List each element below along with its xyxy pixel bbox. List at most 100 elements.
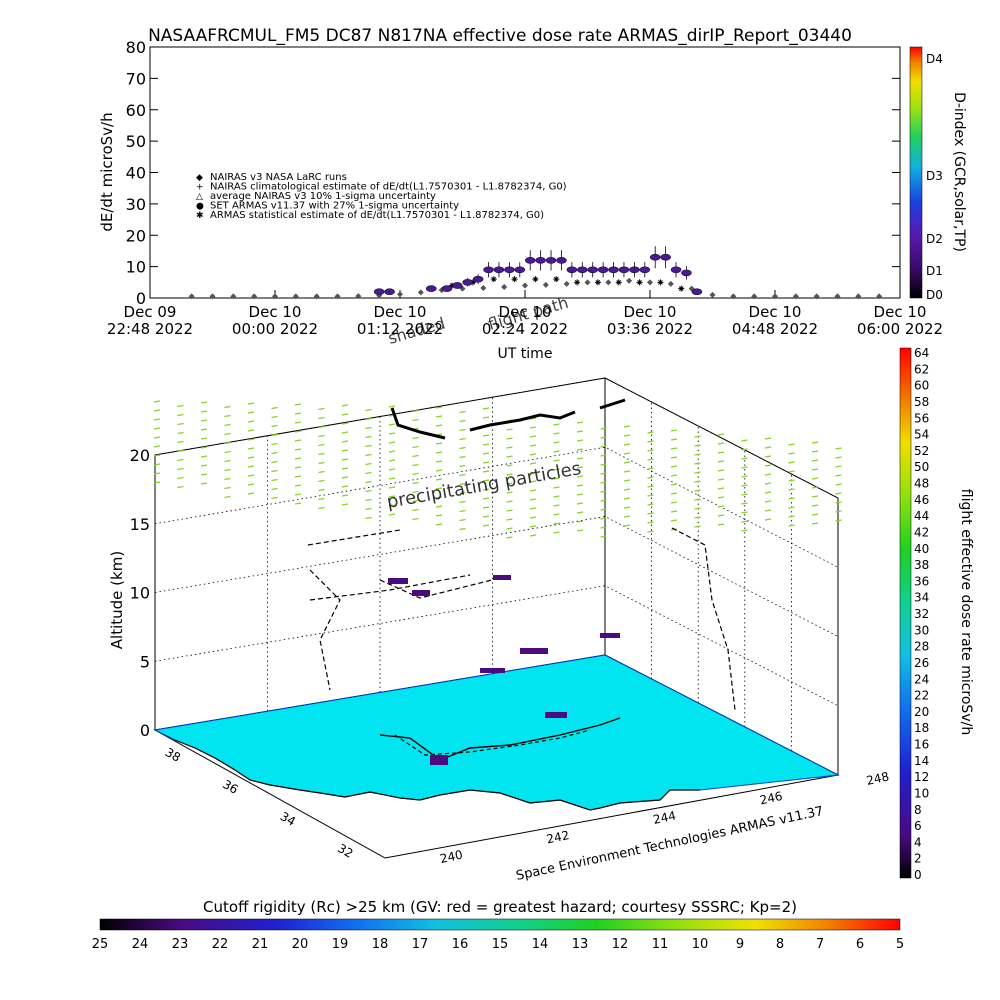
precipitation-dash (247, 429, 255, 432)
precipitation-dash (694, 462, 701, 465)
precipitating-particles-label: precipitating particles (385, 458, 582, 513)
precipitation-dash (717, 487, 725, 490)
armas-point (524, 257, 536, 264)
precipitation-dash (529, 426, 537, 429)
armas-point (373, 288, 385, 296)
precipitation-dash (717, 496, 725, 499)
precipitation-dash (341, 431, 349, 434)
precipitation-dash (412, 508, 419, 512)
precipitation-dash (153, 409, 161, 412)
x-tick-label-date: Dec 10 (624, 303, 677, 321)
armas-point (639, 266, 651, 274)
precipitation-dash (271, 487, 278, 491)
x-tick-label-time: 00:00 2022 (232, 320, 318, 338)
armas-point (535, 257, 546, 264)
precipitation-dash (717, 523, 725, 526)
precipitation-dash (435, 478, 443, 481)
armas-point (681, 269, 692, 277)
dose-colorbar-label: 2 (914, 852, 922, 866)
precipitation-dash (576, 457, 584, 460)
dose-colorbar-label: 28 (914, 640, 929, 654)
armas-point (384, 288, 395, 296)
precipitation-dash (506, 473, 513, 476)
dindex-colorbar (909, 46, 923, 299)
precipitation-dash (717, 505, 725, 508)
precipitation-dash (506, 491, 513, 494)
flight-dose-marker (600, 633, 620, 638)
precipitation-dash (247, 402, 255, 405)
flight-dose-marker (388, 578, 408, 584)
precipitation-dash (318, 416, 325, 420)
precipitation-dash (294, 466, 302, 469)
precipitation-dash (435, 514, 443, 517)
armas-point (597, 266, 609, 274)
precipitation-dash (412, 445, 419, 449)
dose-colorbar-label: 26 (914, 656, 929, 670)
precipitation-dash (200, 446, 208, 449)
precipitation-dash (764, 500, 772, 503)
flight-dose-marker (430, 755, 448, 765)
nairas-point (772, 293, 778, 300)
cutoff-rigidity-label: 10 (692, 937, 709, 952)
cutoff-rigidity-label: 15 (492, 937, 509, 952)
precipitation-dash (435, 505, 443, 508)
armas-estimate-point (594, 279, 601, 286)
precipitation-dash (200, 437, 208, 440)
precipitation-dash (247, 420, 255, 423)
precipitation-dash (835, 492, 842, 495)
precipitation-dash (788, 524, 795, 527)
precipitation-dash (341, 422, 349, 425)
precipitation-dash (388, 441, 396, 444)
dose-colorbar (899, 347, 912, 879)
nairas-point (730, 293, 737, 300)
precipitation-dash (459, 410, 466, 414)
dose-colorbar-label: 22 (914, 689, 929, 703)
precipitation-dash (506, 437, 513, 440)
precipitation-dash (435, 415, 443, 418)
precipitation-dash (271, 469, 278, 473)
precipitation-dash (388, 495, 396, 498)
precipitation-dash (318, 425, 325, 429)
precipitation-dash (294, 430, 302, 433)
precipitation-dash (600, 463, 607, 466)
precipitation-dash (294, 448, 302, 451)
precipitation-dash (294, 457, 302, 460)
cutoff-rigidity-label: 7 (816, 937, 824, 952)
precipitation-dash (788, 488, 795, 491)
precipitation-dash (694, 516, 701, 519)
precipitation-dash (788, 452, 795, 455)
precipitation-dash (741, 448, 748, 451)
precipitation-dash (811, 459, 819, 462)
dose-colorbar-label: 32 (914, 607, 929, 621)
cutoff-rigidity-label: 9 (736, 937, 744, 952)
precipitation-dash (788, 506, 795, 509)
precipitation-dash (811, 522, 819, 525)
x-tick-label-date: Dec 10 (749, 303, 802, 321)
precipitation-dash (623, 488, 631, 491)
precipitation-dash (647, 503, 654, 506)
precipitation-dash (482, 452, 490, 455)
precipitation-dash (177, 413, 184, 417)
precipitation-dash (365, 408, 372, 412)
precipitation-dash (835, 510, 842, 513)
precipitation-dash (271, 406, 278, 410)
latitude-tick-label: 36 (220, 777, 240, 797)
precipitation-dash (529, 498, 537, 501)
armas-estimate-point (678, 285, 685, 292)
precipitation-dash (200, 410, 208, 413)
precipitation-dash (741, 529, 748, 532)
precipitation-dash (764, 464, 772, 467)
precipitation-dash (224, 459, 231, 463)
precipitation-dash (271, 433, 278, 437)
precipitation-dash (529, 471, 537, 474)
precipitation-dash (811, 504, 819, 507)
x-tick-label-time: 06:00 2022 (857, 320, 943, 338)
nairas-point (334, 293, 341, 300)
precipitation-dash (576, 484, 584, 487)
precipitation-dash (623, 470, 631, 473)
nairas-point (188, 293, 195, 300)
precipitation-dash (811, 441, 819, 444)
precipitation-dash (247, 447, 255, 450)
precipitation-dash (811, 468, 819, 471)
precipitation-dash (788, 497, 795, 500)
